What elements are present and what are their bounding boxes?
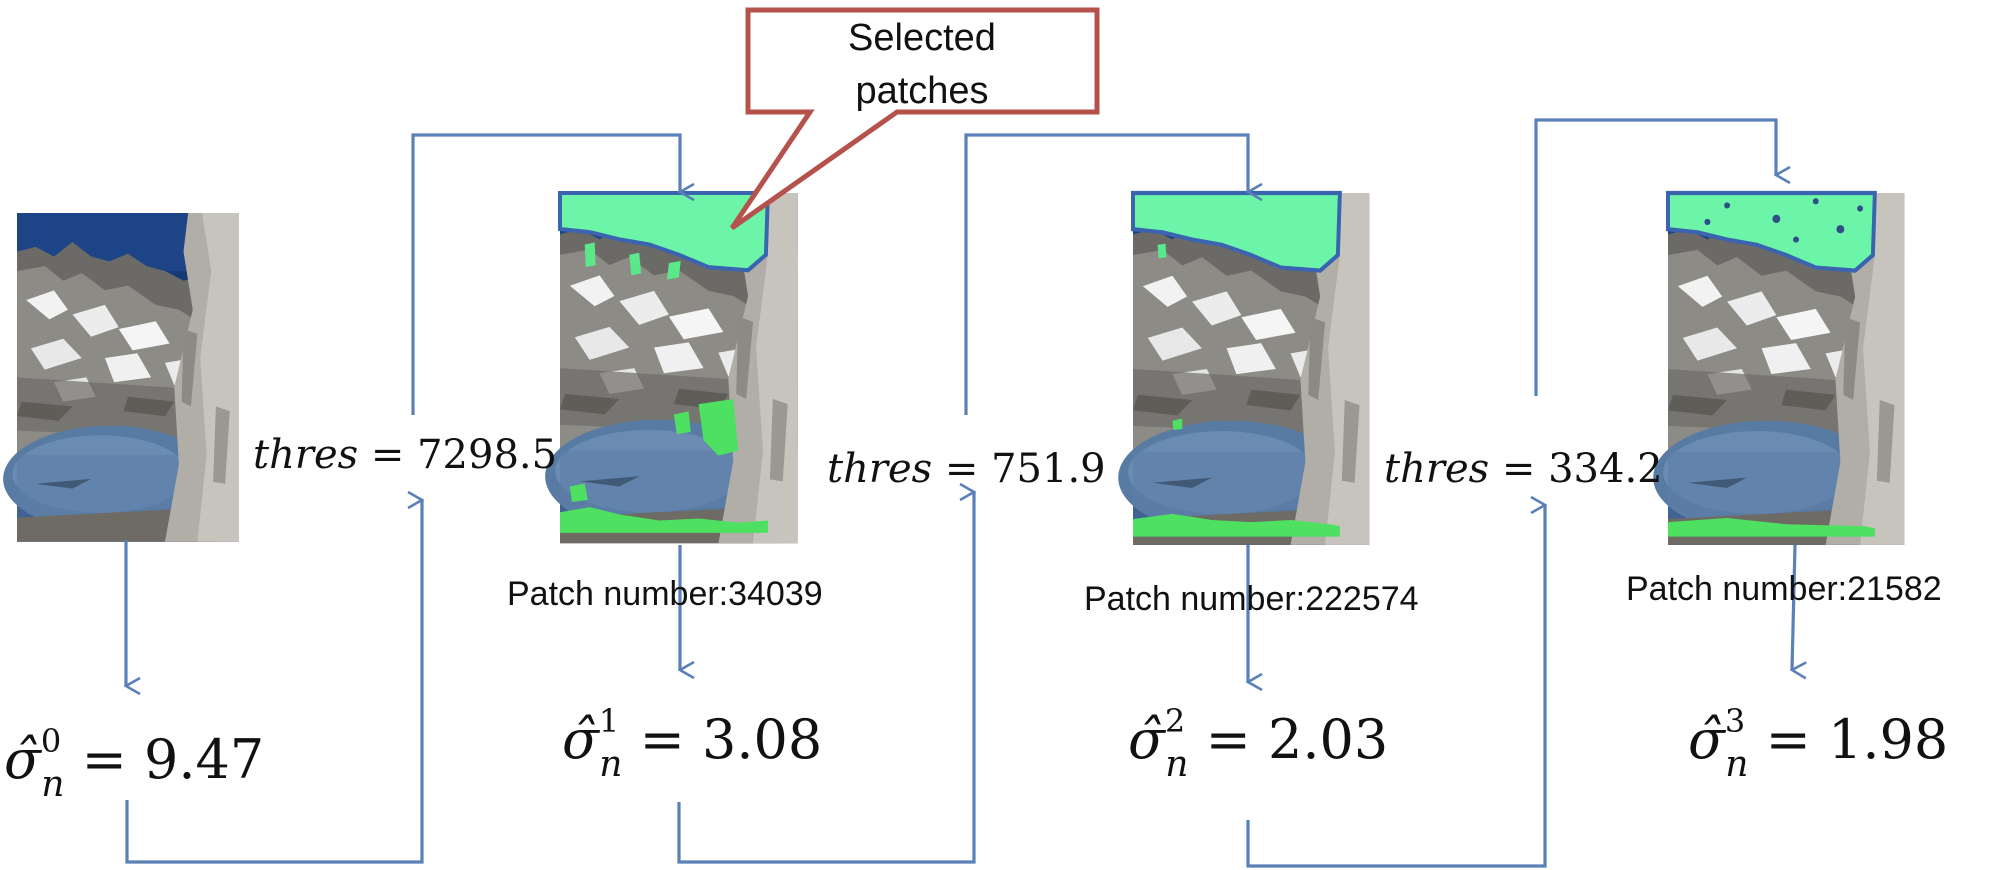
patch-number-label-3: Patch number:21582 [1626,570,1942,608]
patch-number-label-1: Patch number:34039 [507,575,823,613]
arrow-image3-to-sigma3 [1792,544,1795,670]
arrow-thres0-to-image1 [411,133,680,415]
threshold-value-1: 751.9 [991,446,1106,492]
stage-1-image [545,190,798,544]
arrow-sigma2-to-thres2 [1246,505,1545,868]
threshold-value-2: 334.2 [1548,446,1663,492]
stage-1-highlight-sky [558,190,770,273]
threshold-label-2: thres = 334.2 [1384,446,1663,492]
sigma-value-2: 2.03 [1268,708,1388,771]
callout-shape [729,7,1100,231]
stage-2-highlight-sky [1131,190,1342,273]
threshold-var-0: thres [253,432,358,478]
stage-3-image [1653,190,1905,545]
stage-2-image [1118,190,1370,545]
callout-line-2: patches [855,70,988,112]
arrow-thres2-to-image3 [1534,118,1776,396]
stage-3-highlight-sky [1666,190,1877,273]
sigma-value-0: 9.47 [144,728,264,791]
sigma-estimate-1: σ̂1 n = 3.08 [562,702,822,785]
patch-number-label-2: Patch number:222574 [1084,580,1419,618]
sigma-value-1: 3.08 [702,708,822,771]
threshold-label-0: thres = 7298.5 [253,432,557,478]
threshold-label-1: thres = 751.9 [827,446,1106,492]
arrow-sigma0-to-thres0 [125,500,422,864]
threshold-var-1: thres [827,446,932,492]
sigma-estimate-3: σ̂3 n = 1.98 [1688,702,1948,785]
sigma-estimate-2: σ̂2 n = 2.03 [1128,702,1388,785]
stage-0-image [3,213,239,542]
stage-1-highlight-lake [698,399,739,456]
callout-line-1: Selected [848,17,996,59]
arrow-thres1-to-image2 [964,133,1248,415]
connectors [125,118,1795,868]
arrow-sigma1-to-thres1 [677,492,974,864]
sigma-value-3: 1.98 [1828,708,1948,771]
sigma-estimate-0: σ̂0 n = 9.47 [4,722,264,805]
threshold-value-0: 7298.5 [417,432,557,478]
selected-patches-callout: Selected patches [729,7,1100,231]
threshold-var-2: thres [1384,446,1489,492]
